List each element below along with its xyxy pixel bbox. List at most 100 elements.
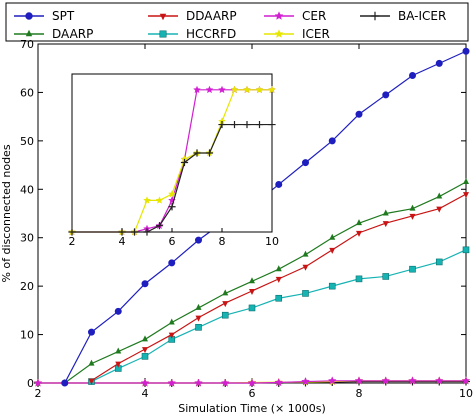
data-point-daarp [463, 178, 469, 185]
inset-data-point-icer [255, 85, 264, 94]
legend-marker-icer [274, 29, 284, 38]
data-point-cer [33, 378, 43, 387]
inset-data-point-ba-icer [130, 228, 139, 236]
data-point-hccrfd [382, 273, 390, 280]
x-tick-label: 6 [249, 387, 256, 400]
data-point-ddaarp [329, 247, 336, 254]
legend: SPT DDAARP CER BA-ICER DAARP HCCRFD ICER [5, 2, 469, 42]
x-tick-label: 8 [356, 387, 363, 400]
inset-data-point-ba-icer [255, 120, 264, 129]
data-point-spt [195, 236, 202, 244]
data-point-hccrfd [328, 282, 336, 290]
data-point-ddaarp [195, 315, 202, 322]
inset-x-tick-label: 8 [219, 235, 226, 248]
inset-data-point-ba-icer [205, 149, 214, 157]
data-point-ddaarp [356, 230, 362, 237]
series-line-daarp [64, 181, 467, 384]
data-point-cer [434, 376, 444, 385]
inset-data-point-ba-icer [155, 222, 164, 230]
data-point-daarp [275, 265, 282, 272]
data-point-daarp [356, 219, 362, 226]
data-point-ddaarp [409, 213, 416, 220]
data-point-hccrfd [302, 290, 309, 297]
data-point-ddaarp [249, 288, 255, 295]
inset-data-point-ba-icer [68, 228, 76, 236]
y-tick-label: 10 [20, 329, 34, 342]
x-axis-label: Simulation Time (× 1000s) [178, 402, 326, 415]
data-point-cer [461, 376, 471, 385]
inset-data-point-ba-icer [230, 120, 239, 129]
data-point-cer [327, 376, 337, 385]
data-point-ddaarp [142, 347, 148, 354]
data-point-hccrfd [195, 324, 202, 331]
data-point-ddaarp [436, 206, 443, 213]
data-point-daarp [436, 192, 443, 199]
data-point-spt [141, 280, 149, 288]
inset-data-point-icer [230, 85, 239, 94]
data-point-cer [167, 378, 177, 387]
data-point-spt [462, 47, 470, 55]
inset-data-point-cer [193, 85, 201, 94]
data-point-cer [354, 376, 364, 385]
inset-data-point-ba-icer [143, 228, 151, 236]
data-point-ddaarp [88, 378, 95, 385]
data-point-spt [382, 91, 390, 99]
y-tick-label: 50 [20, 135, 34, 148]
x-tick-label: 4 [142, 387, 149, 400]
data-point-spt [275, 180, 283, 188]
inset-data-point-ba-icer [180, 158, 189, 167]
y-tick-label: 20 [20, 280, 34, 293]
legend-marker-daarp [25, 29, 33, 37]
data-point-daarp [115, 347, 122, 354]
data-point-daarp [195, 303, 202, 310]
data-point-hccrfd [248, 304, 256, 312]
data-point-hccrfd [409, 265, 416, 273]
data-point-hccrfd [355, 275, 363, 283]
inset-x-tick-label: 10 [265, 235, 279, 248]
inset-x-tick-label: 6 [169, 235, 176, 248]
x-tick-label: 10 [459, 387, 473, 400]
legend-label-hccrfd: HCCRFD [186, 27, 236, 41]
legend-marker-ba-icer [370, 11, 380, 21]
inset-data-point-icer [155, 196, 164, 204]
data-point-ddaarp [115, 361, 122, 368]
inset-x-tick-label: 4 [119, 235, 126, 248]
data-point-cer [194, 378, 203, 387]
x-tick-label: 2 [35, 387, 42, 400]
data-point-cer [381, 376, 391, 385]
data-point-hccrfd [221, 311, 229, 319]
inset-data-point-icer [243, 85, 251, 94]
data-point-ddaarp [382, 221, 389, 228]
data-point-spt [114, 307, 122, 315]
data-point-hccrfd [462, 246, 470, 254]
data-point-ddaarp [275, 276, 282, 283]
data-point-cer [274, 378, 284, 387]
legend-label-cer: CER [302, 9, 326, 23]
data-point-spt [355, 110, 363, 118]
inset-data-point-ba-icer [118, 228, 126, 236]
data-point-daarp [142, 335, 148, 342]
data-point-cer [140, 378, 150, 387]
legend-marker-spt [25, 12, 33, 20]
series-line-cer [38, 380, 466, 384]
data-point-cer [220, 378, 230, 387]
inset-data-point-ba-icer [193, 149, 201, 157]
legend-label-ba-icer: BA-ICER [398, 9, 446, 23]
data-point-daarp [409, 204, 416, 211]
legend-label-ddaarp: DDAARP [186, 9, 237, 23]
inset-data-point-ba-icer [268, 120, 276, 129]
legend-label-icer: ICER [302, 27, 330, 41]
data-point-spt [302, 159, 309, 167]
data-point-spt [435, 59, 443, 67]
y-tick-label: 60 [20, 86, 34, 99]
data-point-ddaarp [222, 301, 229, 308]
data-point-ddaarp [168, 332, 175, 339]
data-point-cer [301, 377, 310, 386]
inset-data-point-icer [143, 196, 151, 204]
inset-data-point-cer [218, 85, 226, 94]
inset-data-point-cer [205, 85, 214, 94]
data-point-daarp [249, 277, 255, 284]
data-point-spt [168, 259, 176, 267]
legend-marker-cer [274, 11, 284, 20]
